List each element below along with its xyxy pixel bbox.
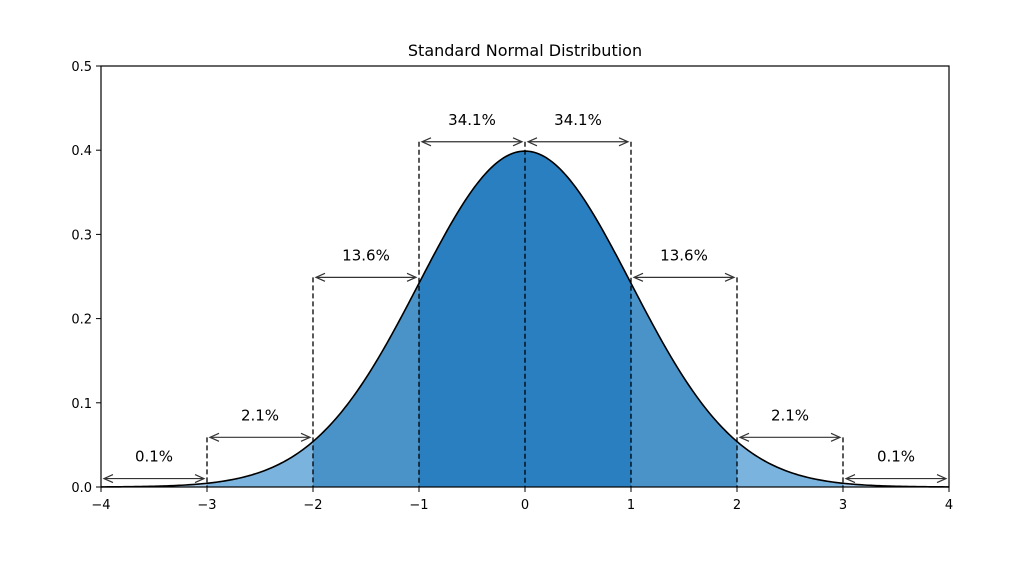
arrow-head-left xyxy=(102,474,114,484)
annotation-label: 0.1% xyxy=(135,448,173,466)
arrow-head-right xyxy=(512,137,524,147)
y-tick-label: 0.5 xyxy=(71,60,92,75)
annotation-label: 0.1% xyxy=(877,448,915,466)
x-tick-label: −2 xyxy=(303,498,322,513)
region-fill-4 xyxy=(525,151,631,487)
arrow-head-left xyxy=(844,474,856,484)
region-fill-6 xyxy=(737,441,843,487)
y-tick-label: 0.2 xyxy=(71,313,92,328)
y-tick-label: 0.4 xyxy=(71,144,92,159)
arrow-head-right xyxy=(830,432,842,442)
x-tick-label: −1 xyxy=(409,498,428,513)
arrow-head-left xyxy=(526,137,538,147)
region-fill-1 xyxy=(207,441,313,487)
arrow-head-right xyxy=(724,272,736,282)
arrow-head-left xyxy=(738,432,750,442)
arrow-head-left xyxy=(632,272,644,282)
chart-title: Standard Normal Distribution xyxy=(408,41,642,60)
y-tick-label: 0.3 xyxy=(71,228,92,243)
arrow-head-left xyxy=(420,137,432,147)
arrow-head-right xyxy=(194,474,206,484)
annotation-label: 2.1% xyxy=(771,406,809,424)
arrow-head-right xyxy=(936,474,948,484)
arrow-head-left xyxy=(314,272,326,282)
region-fill-3 xyxy=(419,151,525,487)
x-tick-label: −4 xyxy=(91,498,110,513)
arrow-head-right xyxy=(300,432,312,442)
x-tick-label: 2 xyxy=(733,498,741,513)
annotation-label: 13.6% xyxy=(660,246,708,264)
annotation-label: 2.1% xyxy=(241,406,279,424)
x-tick-label: 3 xyxy=(839,498,847,513)
y-tick-label: 0.1 xyxy=(71,397,92,412)
annotation-label: 34.1% xyxy=(448,111,496,129)
x-tick-label: 4 xyxy=(945,498,953,513)
x-tick-label: 1 xyxy=(627,498,635,513)
arrow-head-right xyxy=(406,272,418,282)
annotation-label: 13.6% xyxy=(342,246,390,264)
arrow-head-right xyxy=(618,137,630,147)
arrow-head-left xyxy=(208,432,220,442)
x-tick-label: −3 xyxy=(197,498,216,513)
annotation-label: 34.1% xyxy=(554,111,602,129)
y-tick-label: 0.0 xyxy=(71,481,92,496)
x-tick-label: 0 xyxy=(521,498,529,513)
